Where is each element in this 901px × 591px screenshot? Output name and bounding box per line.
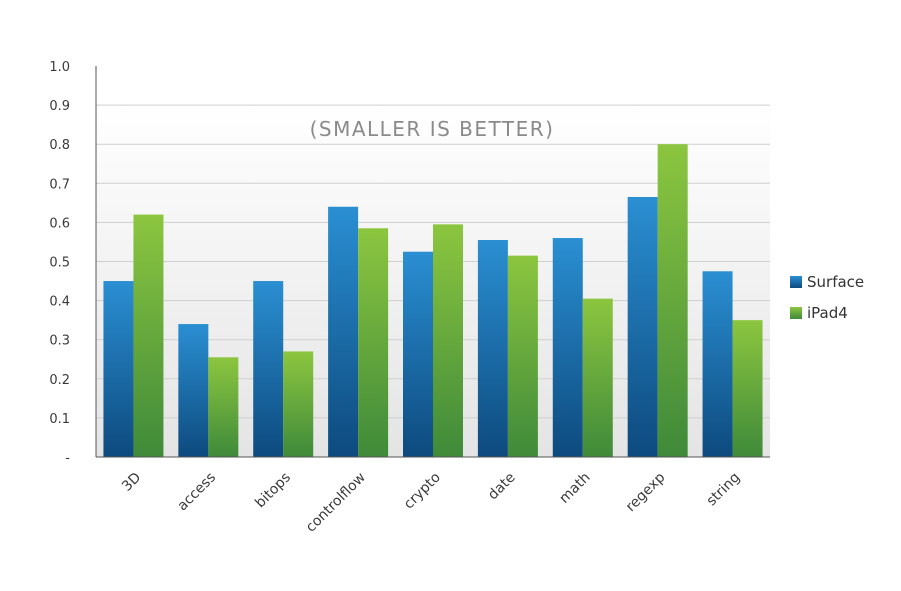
bar-surface-controlflow [328,206,359,457]
bar-surface-crypto [403,251,433,457]
legend-swatch-ipad4 [790,307,802,319]
y-tick-label: - [65,451,70,466]
y-tick-label: 0.1 [49,412,70,427]
y-tick-label: 0.4 [49,295,70,310]
bar-surface-string [702,271,733,457]
legend: Surface iPad4 [790,273,864,322]
bar-surface-date [477,239,508,457]
y-tick-label: 0.7 [49,177,70,192]
bar-ipad4-math [582,298,613,457]
x-tick-label: controlflow [303,470,369,536]
legend-label-ipad4: iPad4 [807,304,848,322]
y-axis-ticks: - 0.1 0.2 0.3 0.4 0.5 0.6 0.7 0.8 0.9 1.0 [49,60,70,466]
x-tick-label: access [174,470,219,515]
bar-ipad4-3d [133,214,164,457]
bar-ipad4-crypto [433,224,463,457]
y-tick-label: 0.6 [49,216,70,231]
legend-label-surface: Surface [807,273,864,291]
bar-ipad4-string [732,320,763,457]
x-tick-label: date [485,470,519,504]
bar-ipad4-controlflow [358,228,389,457]
legend-swatch-surface [790,276,802,288]
y-tick-label: 0.3 [49,334,70,349]
y-tick-label: 0.9 [49,99,70,114]
x-axis-labels: 3D access bitops controlflow crypto date math r… [119,469,743,535]
bar-ipad4-regexp [657,144,688,457]
x-tick-label: bitops [252,470,294,512]
x-tick-label: regexp [623,469,669,515]
y-tick-label: 0.2 [49,373,70,388]
bar-surface-bitops [253,281,284,457]
chart-title: (SMALLER IS BETTER) [310,117,555,141]
bar-surface-math [552,238,583,457]
bar-ipad4-access [208,357,239,457]
y-tick-label: 0.5 [49,256,70,271]
x-tick-label: 3D [119,470,144,495]
bar-surface-regexp [627,196,658,458]
bar-surface-access [178,324,209,457]
bars [103,144,763,458]
y-tick-label: 0.8 [49,138,70,153]
bar-surface-3d [103,281,134,457]
x-tick-label: crypto [401,470,444,513]
y-tick-label: 1.0 [49,60,70,75]
bar-ipad4-bitops [283,351,314,457]
bar-ipad4-date [507,255,538,457]
x-tick-label: string [704,470,744,510]
x-tick-label: math [556,470,593,507]
